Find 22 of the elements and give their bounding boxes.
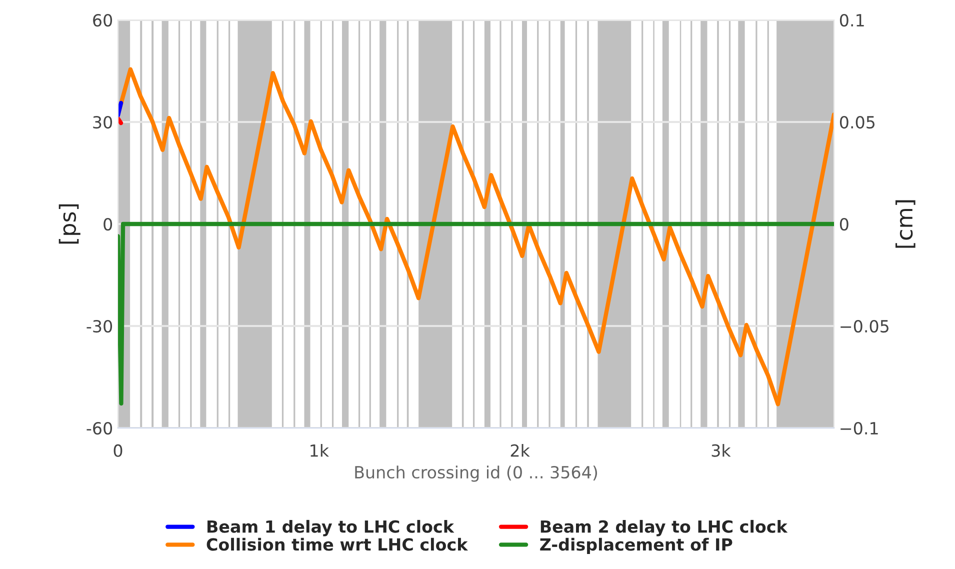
legend-label: Collision time wrt LHC clock (206, 538, 468, 551)
y-tick-label: 60 (93, 14, 112, 27)
x-tick-label: 3k (712, 444, 731, 457)
y-axis-title: [ps] (58, 204, 80, 244)
x-axis-title: Bunch crossing id (0 ... 3564) (355, 466, 598, 482)
legend-label: Beam 1 delay to LHC clock (208, 520, 454, 536)
line-series (118, 67, 834, 406)
y2-tick-label: 0 (840, 218, 848, 231)
legend-label: Z-displacement of IP (540, 538, 732, 554)
y2-axis-title: [cm] (895, 200, 916, 248)
y2-tick-label: 0.1 (840, 14, 864, 27)
y2-tick-label: −0.1 (840, 422, 878, 435)
y-tick-label: -30 (86, 320, 112, 333)
y2-tick-label: 0.05 (840, 116, 875, 129)
y2-tick-label: −0.05 (840, 320, 888, 333)
y-tick-label: 30 (93, 116, 112, 129)
x-tick-label: 0 (114, 444, 122, 457)
legend-label: Beam 2 delay to LHC clock (540, 520, 788, 536)
x-tick-label: 1k (310, 444, 329, 457)
y-tick-label: 0 (104, 218, 112, 231)
y-tick-label: -60 (86, 422, 112, 435)
x-tick-label: 2k (510, 444, 530, 457)
